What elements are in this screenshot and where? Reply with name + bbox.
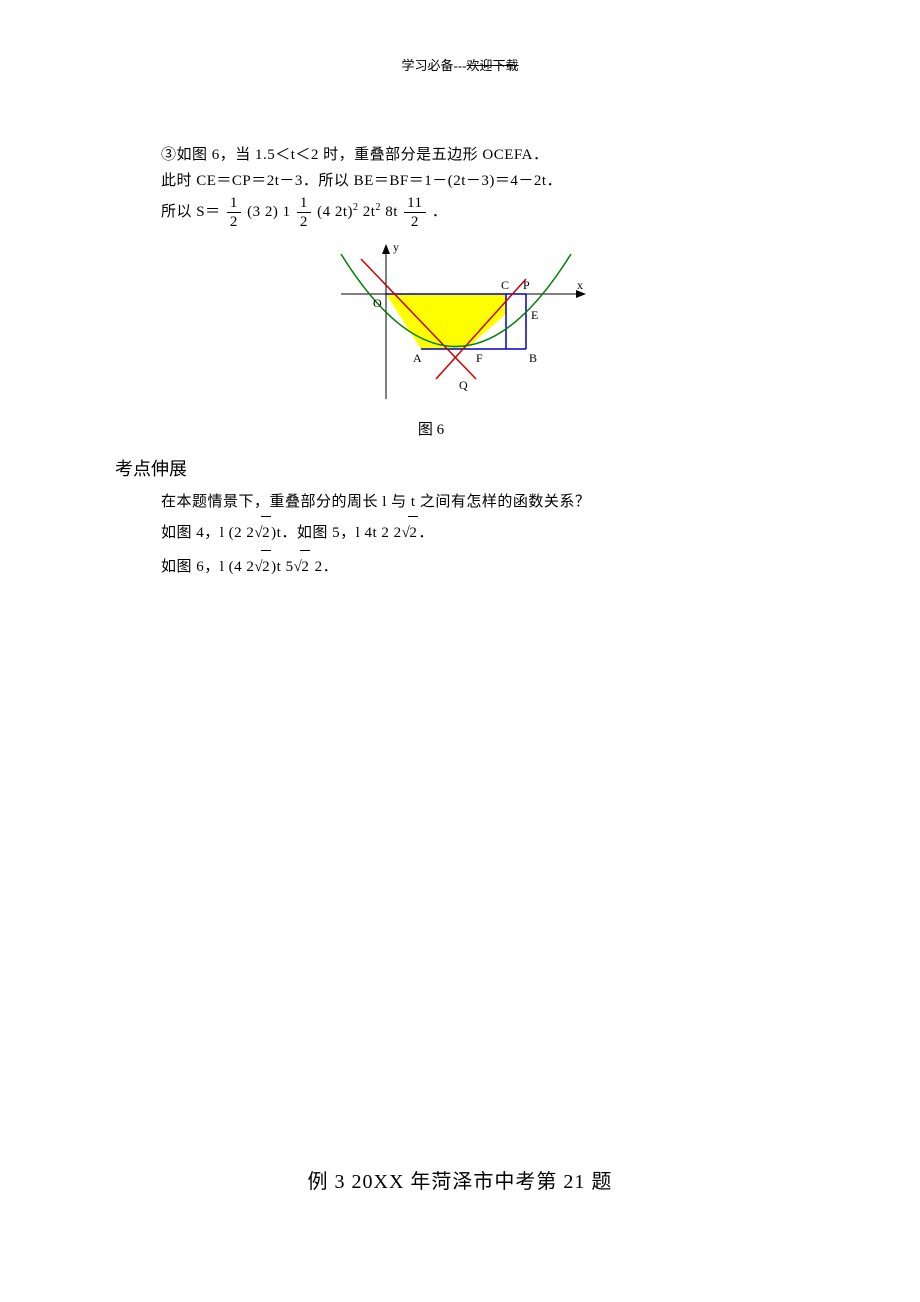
line2-sup1: 2 xyxy=(353,202,359,213)
header-text: 学习必备--- xyxy=(401,58,466,73)
l6-end: 2． xyxy=(310,559,338,575)
figure-svg: y x O C P E A F B Q xyxy=(331,239,591,409)
frac1-num: 1 xyxy=(227,194,241,213)
l6-prefix: 如图 6，l (4 2 xyxy=(161,559,254,575)
frac2-num: 1 xyxy=(297,194,311,213)
label-F: F xyxy=(476,351,483,365)
fraction-2: 1 2 xyxy=(297,194,311,231)
fraction-1: 1 2 xyxy=(227,194,241,231)
text-line-1b: 此时 CE＝CP＝2t－3．所以 BE＝BF＝1－(2t－3)＝4－2t． xyxy=(161,169,781,195)
page-header: 学习必备---欢迎下载 xyxy=(0,55,920,74)
line2-mid4: 8t xyxy=(385,204,398,220)
text-line-1a: ③如图 6，当 1.5＜t＜2 时，重叠部分是五边形 OCEFA． xyxy=(161,143,781,169)
frac2-den: 2 xyxy=(297,213,311,231)
fraction-3: 11 2 xyxy=(404,194,425,231)
sqrt-2: 2 xyxy=(402,516,419,550)
l6-mid: )t 5 xyxy=(271,559,293,575)
section-title: 考点伸展 xyxy=(115,455,187,481)
frac3-num: 11 xyxy=(404,194,425,213)
line2-sup2: 2 xyxy=(375,202,381,213)
content-2: 在本题情景下，重叠部分的周长 l 与 t 之间有怎样的函数关系？ 如图 4，l … xyxy=(161,490,781,584)
line2-end: ． xyxy=(432,204,448,220)
figure-6: y x O C P E A F B Q xyxy=(331,239,781,414)
answer-line-6: 如图 6，l (4 22)t 52 2． xyxy=(161,550,781,584)
l4-end: ． xyxy=(418,525,434,541)
sqrt-1: 2 xyxy=(254,516,271,550)
label-Q: Q xyxy=(459,378,468,392)
label-x: x xyxy=(577,278,583,292)
frac3-den: 2 xyxy=(404,213,425,231)
figure-caption: 图 6 xyxy=(341,418,521,439)
line2-mid3: 2t xyxy=(363,204,376,220)
label-A: A xyxy=(413,351,422,365)
line2-mid1: (3 2) 1 xyxy=(247,204,291,220)
label-O: O xyxy=(373,296,382,310)
label-P: P xyxy=(523,278,530,292)
label-B: B xyxy=(529,351,537,365)
sqrt-4: 2 xyxy=(294,550,311,584)
l4-prefix: 如图 4，l (2 2 xyxy=(161,525,254,541)
text-line-2: 所以 S＝ 1 2 (3 2) 1 1 2 (4 2t)2 2t2 8t 11 … xyxy=(161,194,781,231)
main-content: ③如图 6，当 1.5＜t＜2 时，重叠部分是五边形 OCEFA． 此时 CE＝… xyxy=(161,143,781,439)
label-E: E xyxy=(531,308,538,322)
frac1-den: 2 xyxy=(227,213,241,231)
answer-line-45: 如图 4，l (2 22)t．如图 5，l 4t 2 22． xyxy=(161,516,781,550)
label-y: y xyxy=(393,240,399,254)
l4-mid: )t．如图 5，l 4t 2 2 xyxy=(271,525,402,541)
label-C: C xyxy=(501,278,509,292)
line2-prefix: 所以 S＝ xyxy=(161,204,221,220)
sqrt-3: 2 xyxy=(254,550,271,584)
header-strike-text: 欢迎下载 xyxy=(466,58,518,73)
line2-mid2: (4 2t) xyxy=(317,204,353,220)
bottom-title: 例 3 20XX 年菏泽市中考第 21 题 xyxy=(0,1165,920,1194)
question-line: 在本题情景下，重叠部分的周长 l 与 t 之间有怎样的函数关系？ xyxy=(161,490,781,516)
